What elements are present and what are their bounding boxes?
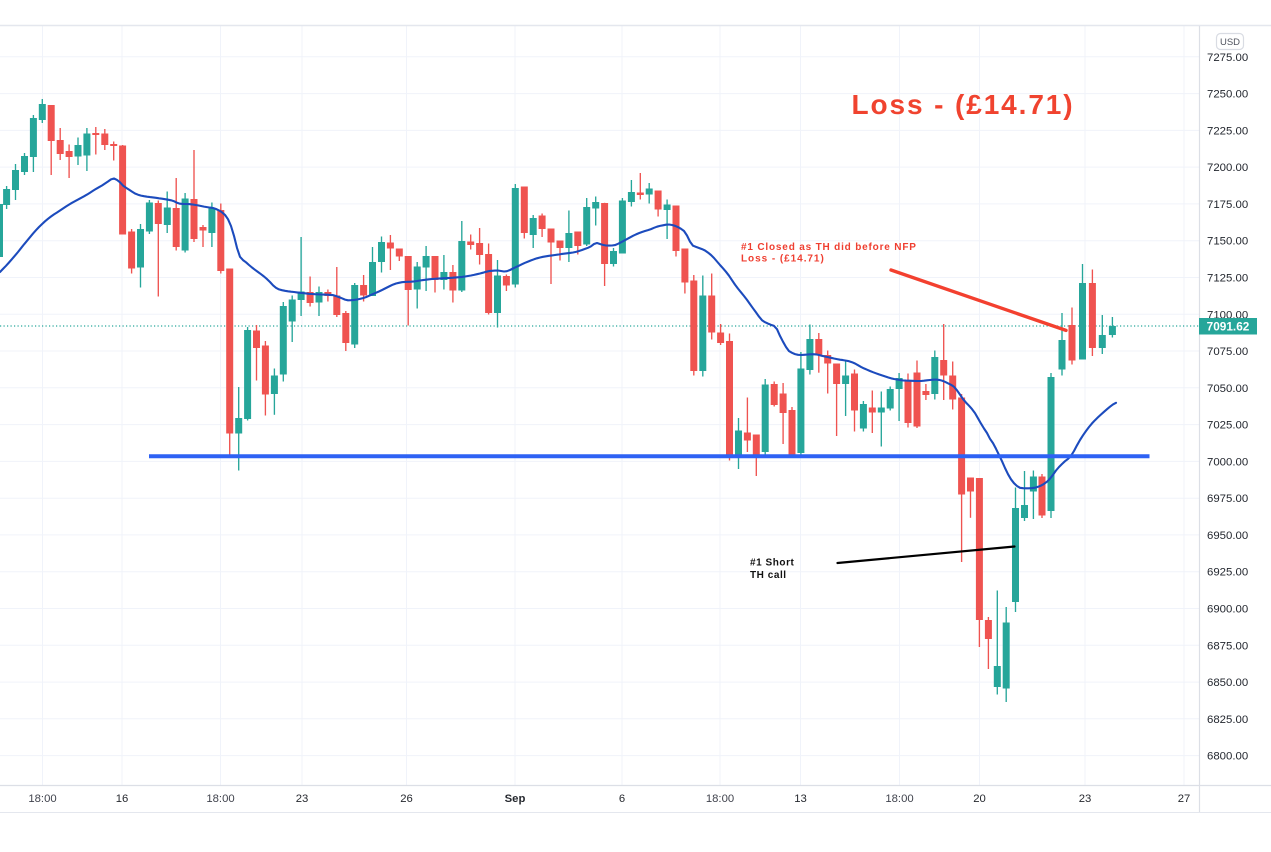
svg-text:6800.00: 6800.00	[1207, 751, 1248, 763]
svg-text:TH call: TH call	[750, 570, 787, 581]
svg-text:Loss - (£14.71): Loss - (£14.71)	[851, 89, 1074, 120]
svg-text:6925.00: 6925.00	[1207, 567, 1248, 579]
svg-text:13: 13	[794, 793, 807, 805]
svg-text:26: 26	[400, 793, 413, 805]
svg-text:7200.00: 7200.00	[1207, 162, 1248, 174]
svg-text:6825.00: 6825.00	[1207, 714, 1248, 726]
svg-text:18:00: 18:00	[706, 793, 734, 805]
svg-text:20: 20	[973, 793, 986, 805]
svg-text:6950.00: 6950.00	[1207, 530, 1248, 542]
svg-text:6850.00: 6850.00	[1207, 677, 1248, 689]
svg-text:7050.00: 7050.00	[1207, 383, 1248, 395]
svg-text:7225.00: 7225.00	[1207, 125, 1248, 137]
svg-text:Sep: Sep	[505, 793, 526, 805]
svg-text:6900.00: 6900.00	[1207, 604, 1248, 616]
svg-text:18:00: 18:00	[206, 793, 234, 805]
svg-text:7025.00: 7025.00	[1207, 420, 1248, 432]
svg-text:7091.62: 7091.62	[1207, 320, 1250, 334]
svg-text:#1 Closed as TH did before NFP: #1 Closed as TH did before NFP	[741, 242, 917, 253]
svg-text:7000.00: 7000.00	[1207, 456, 1248, 468]
svg-text:6875.00: 6875.00	[1207, 640, 1248, 652]
svg-text:18:00: 18:00	[28, 793, 56, 805]
svg-text:23: 23	[296, 793, 309, 805]
svg-text:7125.00: 7125.00	[1207, 273, 1248, 285]
svg-text:23: 23	[1079, 793, 1092, 805]
svg-text:7250.00: 7250.00	[1207, 89, 1248, 101]
svg-text:7275.00: 7275.00	[1207, 52, 1248, 64]
svg-text:USD: USD	[1220, 37, 1240, 48]
svg-text:7075.00: 7075.00	[1207, 346, 1248, 358]
svg-text:6975.00: 6975.00	[1207, 493, 1248, 505]
svg-text:7175.00: 7175.00	[1207, 199, 1248, 211]
svg-text:#1 Short: #1 Short	[750, 558, 795, 569]
svg-text:16: 16	[116, 793, 129, 805]
svg-text:7150.00: 7150.00	[1207, 236, 1248, 248]
svg-text:18:00: 18:00	[885, 793, 913, 805]
svg-text:Loss - (£14.71): Loss - (£14.71)	[741, 254, 825, 265]
svg-text:6: 6	[619, 793, 625, 805]
svg-text:27: 27	[1178, 793, 1191, 805]
